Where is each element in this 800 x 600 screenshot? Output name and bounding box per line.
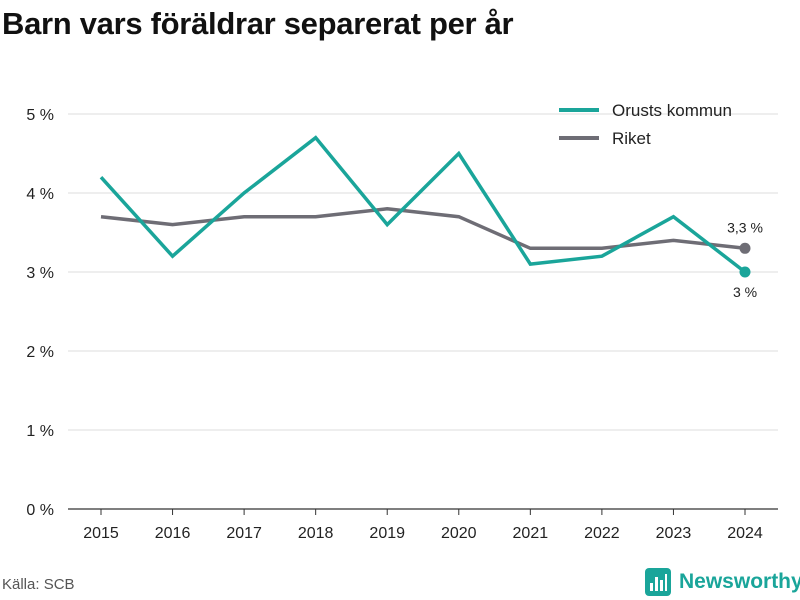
grid-lines [68, 113, 778, 510]
x-tick-label: 2024 [727, 525, 763, 542]
end-label-orust: 3 % [733, 284, 757, 300]
x-tick-label: 2023 [656, 525, 692, 542]
x-tick-label: 2015 [83, 525, 119, 542]
source-note: Källa: SCB [2, 576, 75, 593]
y-tick-label: 4 % [26, 186, 54, 203]
legend: Orusts kommun Riket [559, 101, 732, 148]
x-tick-label: 2018 [298, 525, 334, 542]
series-line-riket [100, 207, 746, 251]
end-label-riket: 3,3 % [727, 219, 763, 235]
y-axis-tick-labels: 0 % 1 % 2 % 3 % 4 % 5 % [26, 107, 54, 519]
x-tick-label: 2020 [441, 525, 477, 542]
series-lines [99, 135, 751, 278]
y-tick-label: 2 % [26, 344, 54, 361]
series-line-orusts-kommun [99, 135, 747, 274]
x-tick-label: 2021 [513, 525, 549, 542]
x-axis: 2015 2016 2017 2018 2019 2020 2021 2022 2023 2024 [83, 509, 763, 542]
brand-logo[interactable]: Newsworthy [645, 566, 800, 598]
chart-title: Barn vars föräldrar separerat per år [2, 6, 514, 41]
legend-label-orusts-kommun: Orusts kommun [612, 101, 732, 120]
brand-name: Newsworthy [679, 570, 800, 593]
y-tick-label: 5 % [26, 107, 54, 124]
x-tick-label: 2016 [155, 525, 191, 542]
legend-label-riket: Riket [612, 129, 651, 148]
y-tick-label: 3 % [26, 265, 54, 282]
x-tick-label: 2022 [584, 525, 620, 542]
x-tick-label: 2019 [369, 525, 405, 542]
x-tick-label: 2017 [226, 525, 262, 542]
end-point-riket [739, 242, 751, 254]
y-tick-label: 1 % [26, 423, 54, 440]
end-point-orusts-kommun [739, 266, 751, 278]
bar-chart-logo-icon [645, 568, 671, 596]
y-tick-label: 0 % [26, 502, 54, 519]
end-labels: 3 % 3,3 % [727, 219, 763, 300]
